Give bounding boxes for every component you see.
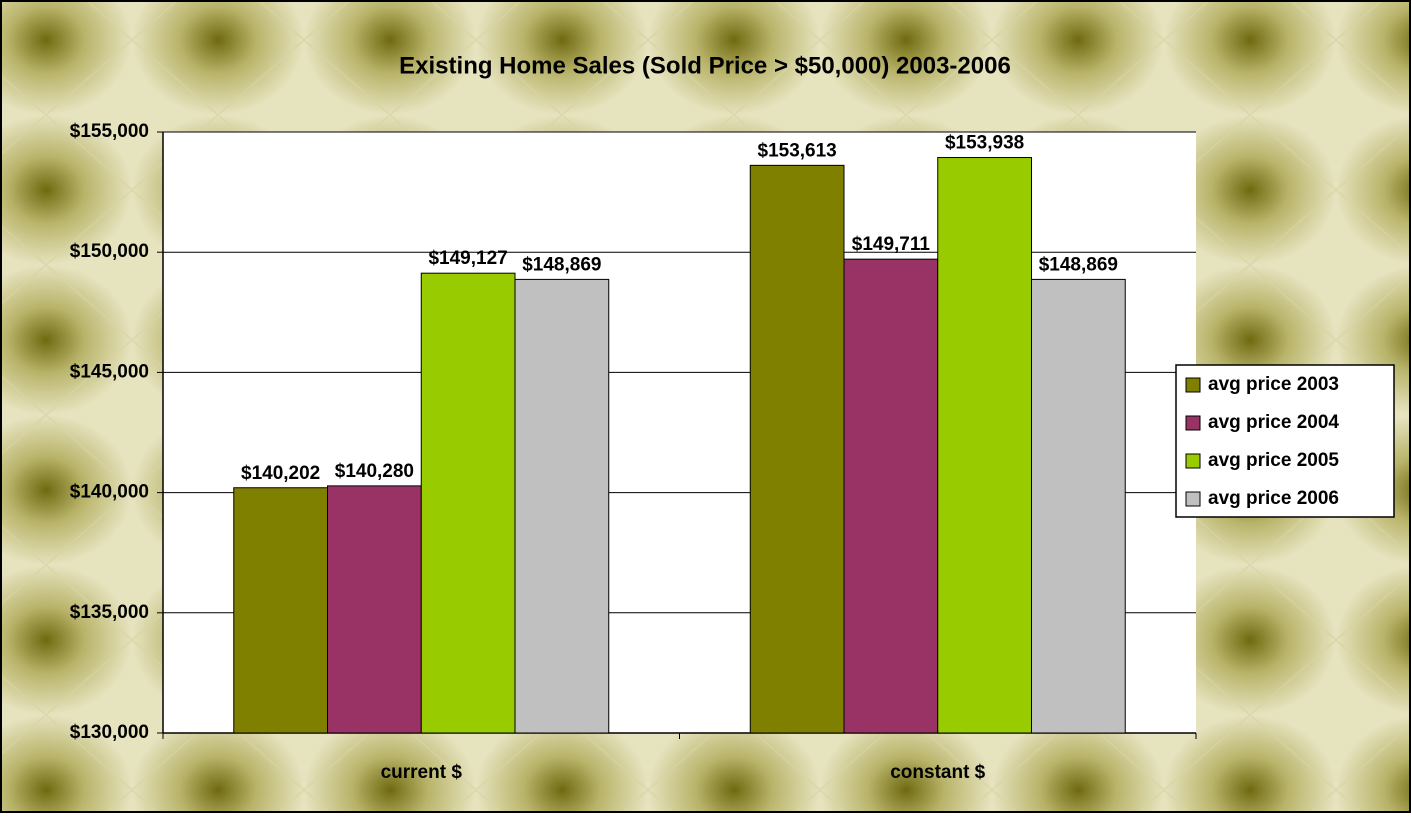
legend-label: avg price 2005	[1208, 450, 1339, 471]
value-label: $140,202	[241, 463, 320, 484]
value-label: $148,869	[522, 254, 601, 275]
y-tick-label: $155,000	[70, 121, 149, 142]
y-tick-label: $130,000	[70, 722, 149, 743]
value-label: $153,938	[945, 133, 1024, 154]
value-label: $153,613	[758, 140, 837, 161]
plot: $130,000 $135,000 $140,000 $145,000 $150,000…	[70, 121, 1197, 783]
value-label: $140,280	[335, 461, 414, 482]
bar	[749, 164, 845, 734]
legend-label: avg price 2003	[1208, 374, 1339, 395]
value-label: $149,127	[428, 248, 507, 269]
legend-swatch	[1185, 415, 1201, 431]
y-tick-label: $150,000	[70, 241, 149, 262]
chart-title: Existing Home Sales (Sold Price > $50,00…	[399, 52, 1011, 79]
bar	[843, 258, 939, 734]
bar	[1030, 278, 1126, 734]
legend-swatch	[1185, 491, 1201, 507]
legend: avg price 2003 avg price 2004 avg price 20…	[1185, 374, 1339, 509]
y-tick-label: $140,000	[70, 482, 149, 503]
value-label: $148,869	[1039, 254, 1118, 275]
x-tick-label: constant $	[890, 762, 985, 783]
legend-swatch	[1185, 377, 1201, 393]
bar	[937, 157, 1032, 734]
y-tick-label: $145,000	[70, 361, 149, 382]
legend-label: avg price 2006	[1208, 488, 1339, 509]
bar	[514, 278, 610, 734]
bar	[233, 487, 329, 734]
legend-box	[1175, 364, 1395, 518]
legend-label: avg price 2004	[1208, 412, 1339, 433]
bar	[327, 485, 422, 734]
value-label: $149,711	[852, 234, 931, 255]
legend-swatch	[1185, 453, 1201, 469]
x-tick-label: current $	[381, 762, 463, 783]
y-tick-label: $135,000	[70, 602, 149, 623]
bar	[420, 272, 516, 734]
